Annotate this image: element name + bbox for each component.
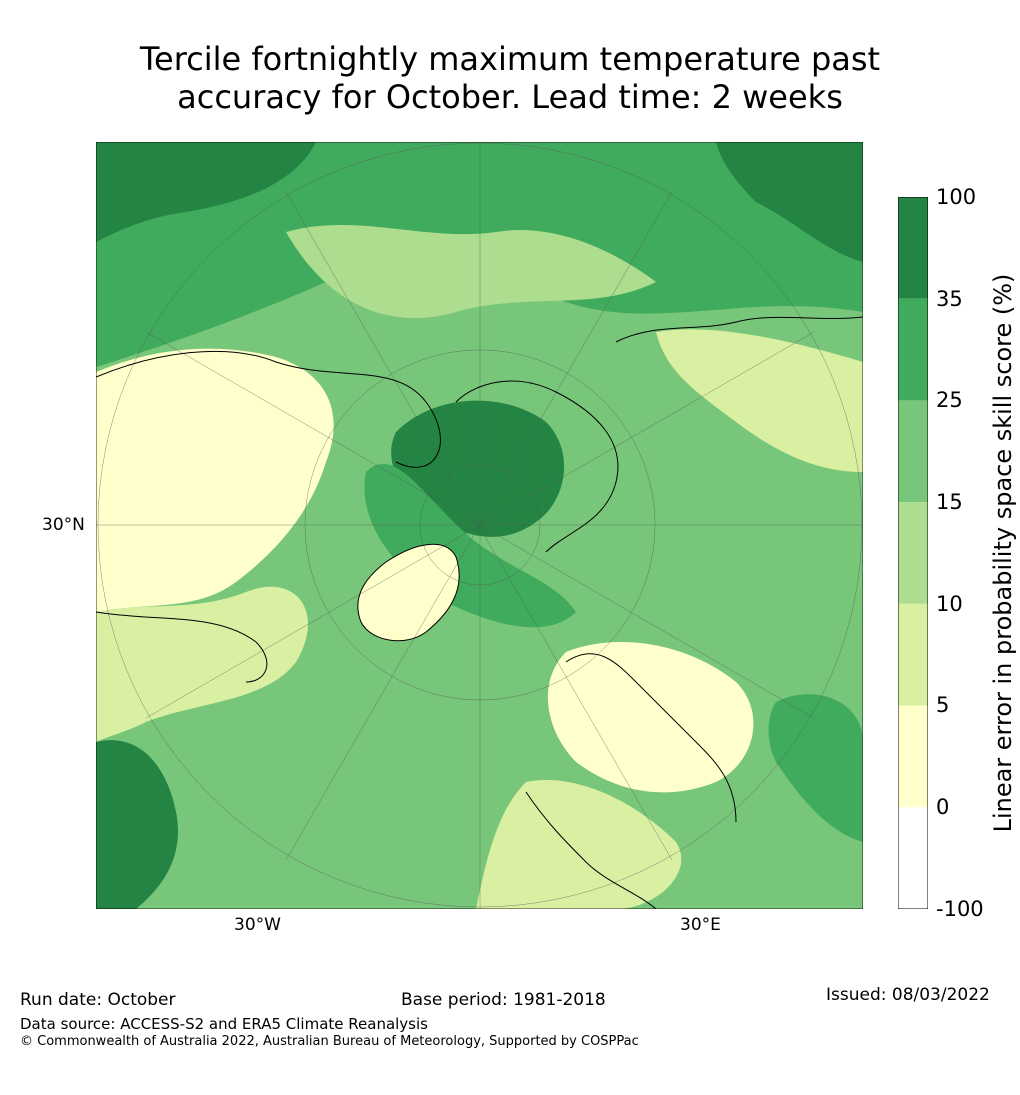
region-moderate-top bbox=[286, 224, 656, 319]
region-very-high-top bbox=[96, 142, 316, 242]
title-line-1: Tercile fortnightly maximum temperature … bbox=[139, 40, 881, 78]
region-arctic-moderate bbox=[364, 463, 576, 628]
skill-map bbox=[96, 142, 863, 909]
colorbar-bin-0 bbox=[898, 197, 928, 299]
region-north-america-low bbox=[96, 348, 334, 612]
base-period: Base period: 1981-2018 bbox=[401, 990, 606, 1010]
colorbar-tick-1: 35 bbox=[936, 287, 963, 311]
lon-label-30e: 30°E bbox=[680, 915, 721, 935]
colorbar-bin-1 bbox=[898, 298, 928, 401]
region-eurasia-mid bbox=[476, 780, 682, 909]
colorbar-tick-6: 0 bbox=[936, 795, 950, 819]
graticule bbox=[96, 142, 863, 909]
coastlines bbox=[96, 316, 863, 909]
data-source: Data source: ACCESS-S2 and ERA5 Climate … bbox=[20, 1015, 428, 1033]
region-very-high-lowerleft bbox=[96, 740, 178, 909]
colorbar-tick-4: 10 bbox=[936, 592, 963, 616]
copyright: © Commonwealth of Australia 2022, Austra… bbox=[20, 1034, 639, 1049]
region-north-america-mid bbox=[96, 586, 308, 742]
region-greenland bbox=[357, 544, 460, 641]
region-east-asia-high bbox=[768, 694, 863, 842]
colorbar-bin-2 bbox=[898, 400, 928, 503]
colorbar-bin-5 bbox=[898, 705, 928, 808]
colorbar-title: Linear error in probability space skill … bbox=[989, 273, 1017, 833]
run-date: Run date: October bbox=[20, 990, 176, 1010]
lat-label-30n: 30°N bbox=[42, 515, 85, 535]
title-line-2: accuracy for October. Lead time: 2 weeks bbox=[177, 78, 843, 116]
region-siberia-low bbox=[656, 329, 863, 472]
colorbar bbox=[898, 197, 928, 909]
lon-label-30w: 30°W bbox=[234, 915, 281, 935]
colorbar-bin-4 bbox=[898, 603, 928, 706]
colorbar-tick-5: 5 bbox=[936, 693, 950, 717]
region-very-high-topright bbox=[716, 142, 863, 262]
colorbar-tick-0: 100 bbox=[936, 185, 977, 209]
region-eurasia-low bbox=[547, 642, 754, 793]
colorbar-tick-2: 25 bbox=[936, 388, 963, 412]
chart-title: Tercile fortnightly maximum temperature … bbox=[0, 40, 1020, 116]
colorbar-tick-3: 15 bbox=[936, 490, 963, 514]
colorbar-bin-6 bbox=[898, 807, 928, 909]
colorbar-bin-3 bbox=[898, 502, 928, 604]
issued-date: Issued: 08/03/2022 bbox=[826, 985, 990, 1005]
colorbar-tick-7: -100 bbox=[936, 897, 984, 921]
